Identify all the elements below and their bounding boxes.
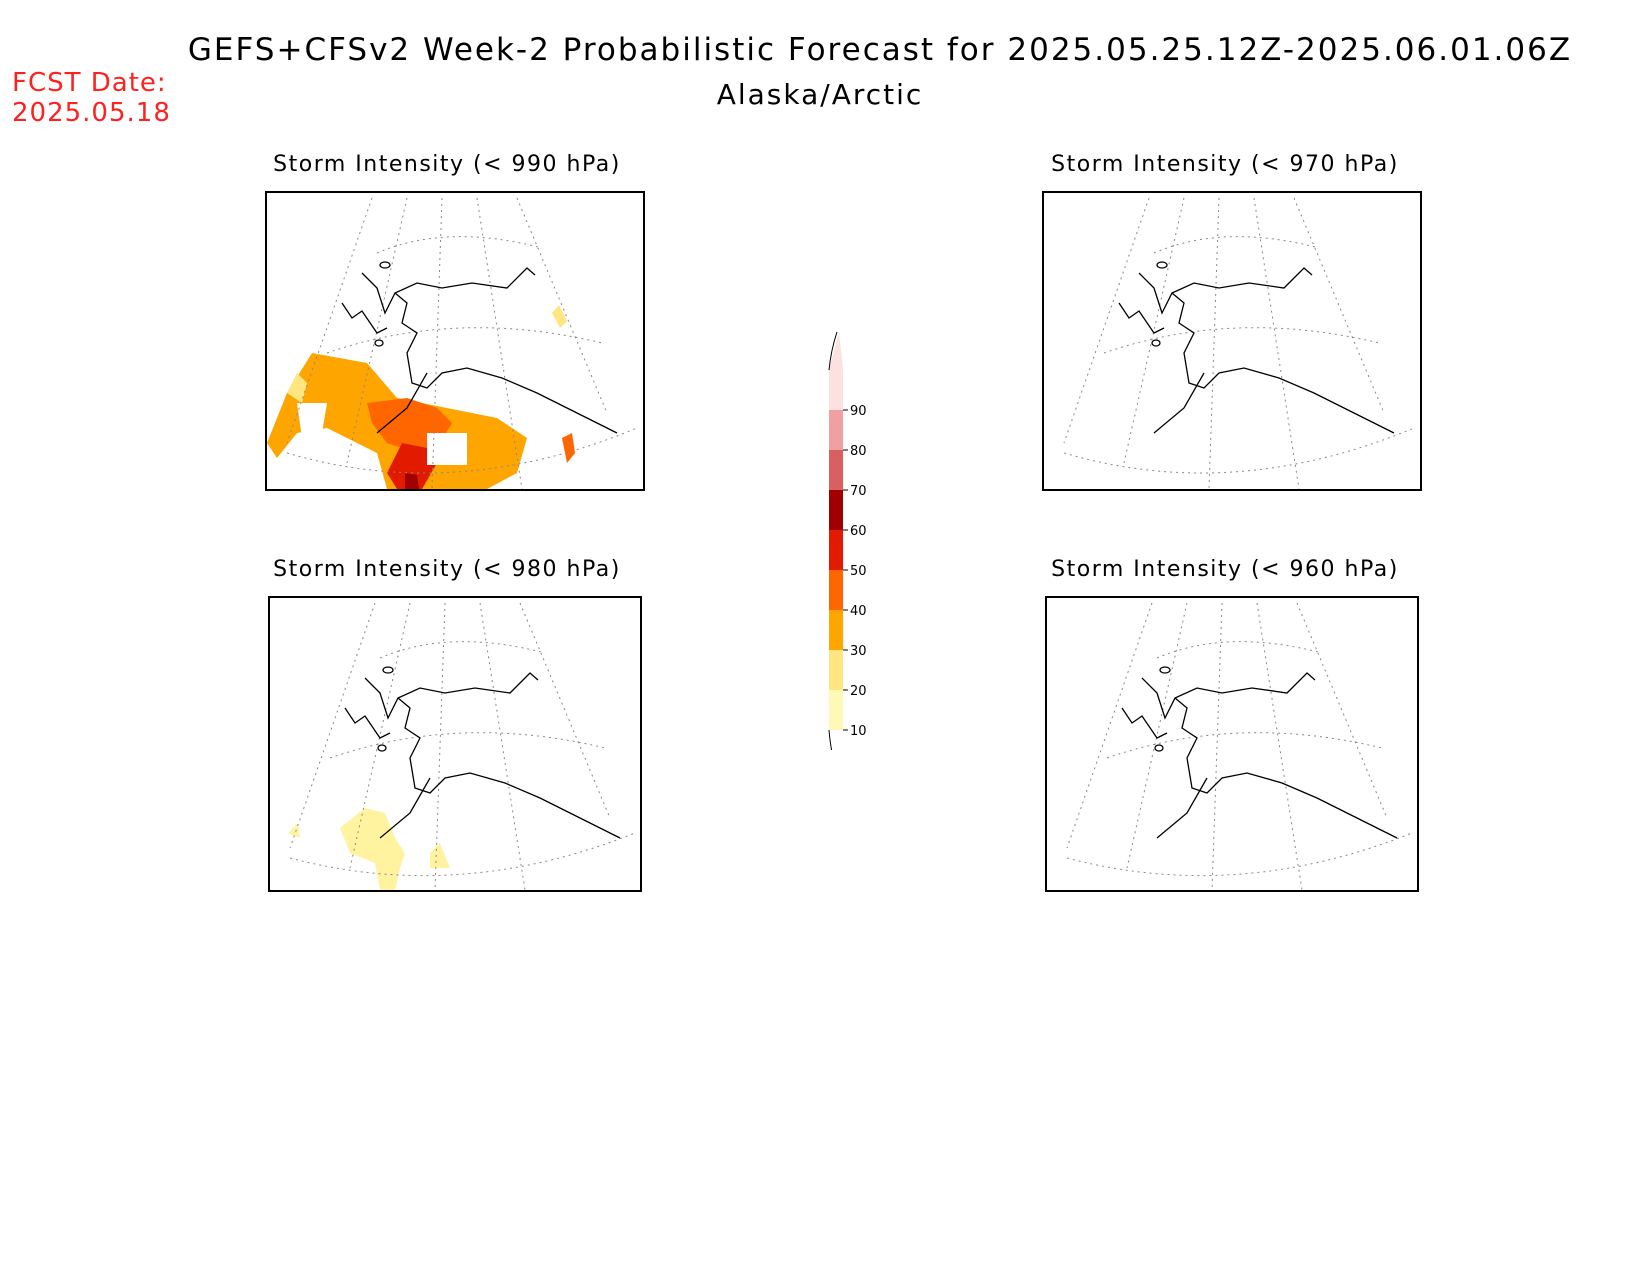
panel-title-990: Storm Intensity (< 990 hPa) xyxy=(273,152,621,177)
colorbar: 10 20 30 40 50 60 70 80 90 xyxy=(815,330,885,769)
colorbar-label: 90 xyxy=(850,404,867,419)
colorbar-swatch xyxy=(829,490,843,530)
probability-fill xyxy=(288,808,450,890)
coastline xyxy=(341,261,618,434)
forecast-date-block: FCST Date: 2025.05.18 xyxy=(12,68,171,128)
colorbar-label: 20 xyxy=(850,684,867,699)
colorbar-swatch xyxy=(829,370,843,410)
forecast-date-label: FCST Date: xyxy=(12,68,167,98)
colorbar-label: 60 xyxy=(850,524,867,539)
map-990 xyxy=(267,197,638,489)
map-970 xyxy=(1063,197,1415,489)
forecast-date-value: 2025.05.18 xyxy=(12,98,171,128)
coastline xyxy=(1121,666,1398,839)
map-panel-960 xyxy=(1045,596,1419,892)
map-panel-980 xyxy=(268,596,642,892)
map-980 xyxy=(288,602,636,890)
colorbar-swatch xyxy=(829,530,843,570)
graticule xyxy=(1063,197,1415,489)
colorbar-swatch xyxy=(829,410,843,450)
coastline xyxy=(1118,261,1395,434)
panel-title-970: Storm Intensity (< 970 hPa) xyxy=(1051,152,1399,177)
map-960 xyxy=(1066,602,1413,890)
colorbar-swatch xyxy=(829,690,843,730)
colorbar-swatch xyxy=(829,450,843,490)
colorbar-label: 80 xyxy=(850,444,867,459)
map-panel-990 xyxy=(265,191,645,491)
colorbar-svg: 10 20 30 40 50 60 70 80 90 xyxy=(828,331,867,769)
panel-title-960: Storm Intensity (< 960 hPa) xyxy=(1051,557,1399,582)
map-panel-970 xyxy=(1042,191,1422,491)
colorbar-label: 70 xyxy=(850,484,867,499)
colorbar-label: 50 xyxy=(850,564,867,579)
colorbar-top-outline xyxy=(828,331,838,371)
chart-subtitle: Alaska/Arctic xyxy=(716,78,924,111)
graticule xyxy=(1066,602,1413,890)
colorbar-label: 30 xyxy=(850,644,867,659)
chart-title: GEFS+CFSv2 Week-2 Probabilistic Forecast… xyxy=(187,32,1573,68)
colorbar-label: 40 xyxy=(850,604,867,619)
colorbar-swatch xyxy=(829,610,843,650)
colorbar-swatch xyxy=(829,570,843,610)
panel-title-980: Storm Intensity (< 980 hPa) xyxy=(273,557,621,582)
colorbar-swatch xyxy=(829,650,843,690)
colorbar-top-cap xyxy=(829,332,843,370)
colorbar-bottom-cap xyxy=(828,729,838,769)
colorbar-label: 10 xyxy=(850,724,867,739)
graticule xyxy=(286,197,638,489)
coastline xyxy=(344,666,621,839)
probability-fill xyxy=(267,305,575,489)
graticule xyxy=(289,602,636,890)
